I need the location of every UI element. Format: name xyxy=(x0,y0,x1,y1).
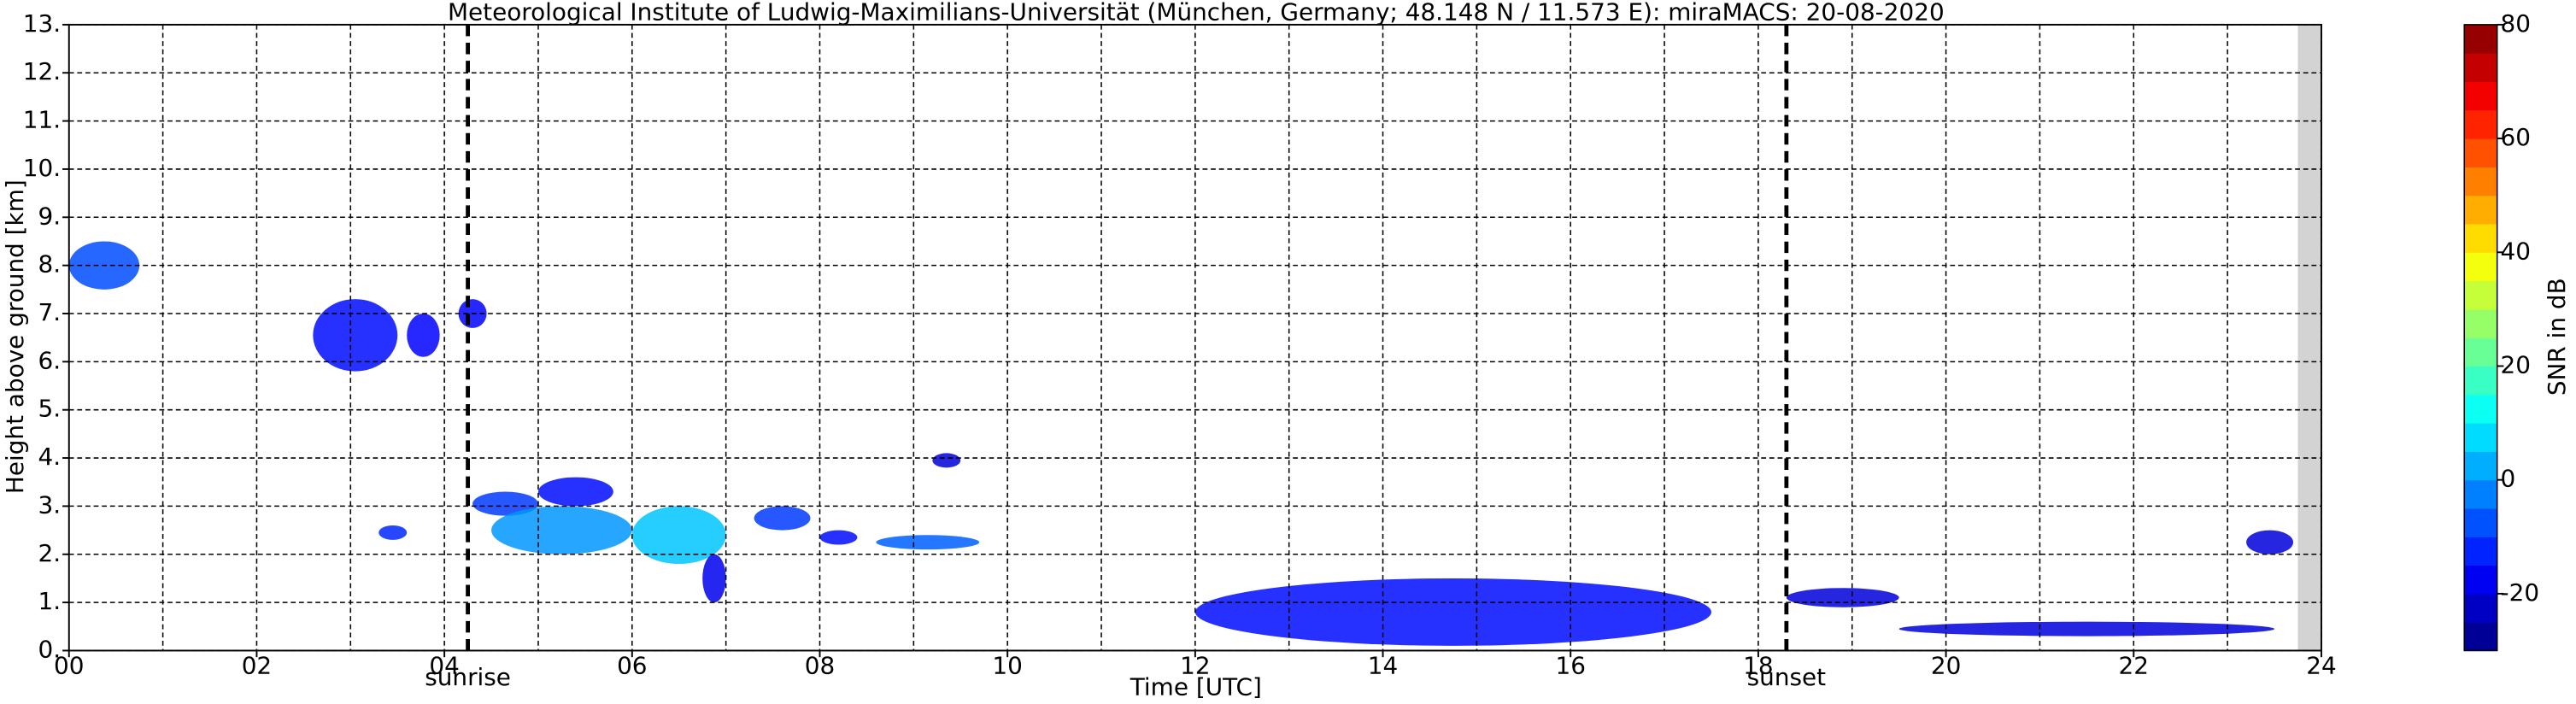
y-tick-label: 13. xyxy=(23,9,61,38)
colorbar-band xyxy=(2464,507,2497,537)
echo xyxy=(472,491,538,516)
colorbar-band xyxy=(2464,394,2497,424)
y-tick-label: 3. xyxy=(38,490,62,519)
x-tick-label: 18 xyxy=(1743,652,1773,680)
colorbar-band xyxy=(2464,223,2497,253)
colorbar-band xyxy=(2464,593,2497,623)
echo xyxy=(1786,588,1899,607)
y-tick-label: 10. xyxy=(23,154,61,182)
colorbar-band xyxy=(2464,565,2497,595)
echo xyxy=(932,453,961,468)
echo xyxy=(378,525,408,540)
colorbar-tick-label: 20 xyxy=(2501,350,2531,378)
echo xyxy=(491,506,632,554)
y-tick-label: 8. xyxy=(38,250,62,279)
y-tick-label: 2. xyxy=(38,539,62,567)
x-tick-label: 02 xyxy=(242,652,272,680)
colorbar-band xyxy=(2464,537,2497,566)
colorbar-band xyxy=(2464,81,2497,111)
sun-event-label: sunrise xyxy=(425,663,511,691)
y-tick-label: 5. xyxy=(38,395,62,423)
colorbar-band xyxy=(2464,423,2497,452)
y-tick-label: 6. xyxy=(38,346,62,374)
colorbar-band xyxy=(2464,280,2497,310)
y-tick-label: 12. xyxy=(23,57,61,85)
echo xyxy=(407,313,440,357)
echo xyxy=(537,477,613,507)
colorbar-tick-label: 40 xyxy=(2501,237,2531,265)
x-tick-label: 24 xyxy=(2306,652,2336,680)
colorbar-band xyxy=(2464,252,2497,282)
echo xyxy=(702,554,726,603)
colorbar-band xyxy=(2464,479,2497,509)
colorbar-band xyxy=(2464,366,2497,396)
echo xyxy=(313,299,398,372)
x-tick-label: 10 xyxy=(992,652,1022,680)
colorbar-band xyxy=(2464,195,2497,225)
colorbar-label: SNR in dB xyxy=(2543,278,2571,396)
echo xyxy=(876,535,980,550)
y-tick-label: 4. xyxy=(38,443,62,471)
colorbar-band xyxy=(2464,138,2497,167)
echo xyxy=(2246,530,2294,554)
x-tick-label: 00 xyxy=(54,652,84,680)
x-tick-label: 16 xyxy=(1555,652,1585,680)
echo xyxy=(1898,621,2275,637)
x-tick-label: 20 xyxy=(1931,652,1961,680)
x-tick-label: 14 xyxy=(1368,652,1398,680)
colorbar-tick-label: 0 xyxy=(2501,465,2516,493)
echo xyxy=(1194,578,1711,646)
echo xyxy=(819,530,858,545)
colorbar-band xyxy=(2464,337,2497,367)
no-data-region xyxy=(2297,24,2321,651)
y-axis-label: Height above ground [km] xyxy=(1,179,29,494)
x-tick-label: 08 xyxy=(805,652,835,680)
colorbar-band xyxy=(2464,167,2497,197)
colorbar-band xyxy=(2464,451,2497,481)
colorbar-band xyxy=(2464,53,2497,83)
sun-event-label: sunset xyxy=(1747,663,1827,691)
y-tick-label: 0. xyxy=(38,635,62,663)
colorbar-band xyxy=(2464,109,2497,139)
colorbar-frame xyxy=(2463,24,2498,652)
echo xyxy=(631,506,726,565)
colorbar-tick-label: 80 xyxy=(2501,9,2531,38)
x-tick-label: 04 xyxy=(429,652,459,680)
x-tick-label: 12 xyxy=(1180,652,1210,680)
y-tick-label: 7. xyxy=(38,298,62,326)
plot-frame xyxy=(67,23,2322,652)
colorbar-band xyxy=(2464,308,2497,338)
colorbar-band xyxy=(2464,24,2497,54)
x-tick-label: 22 xyxy=(2119,652,2149,680)
colorbar-tick-label: 60 xyxy=(2501,123,2531,151)
echo xyxy=(754,506,811,531)
y-tick-label: 11. xyxy=(23,106,61,134)
x-tick-label: 06 xyxy=(617,652,647,680)
colorbar-band xyxy=(2464,622,2497,652)
y-tick-label: 1. xyxy=(38,587,62,615)
colorbar-tick-label: -20 xyxy=(2501,578,2540,607)
chart-title: Meteorological Institute of Ludwig-Maxim… xyxy=(448,0,1945,26)
x-axis-label: Time [UTC] xyxy=(1130,673,1262,701)
y-tick-label: 9. xyxy=(38,202,62,230)
